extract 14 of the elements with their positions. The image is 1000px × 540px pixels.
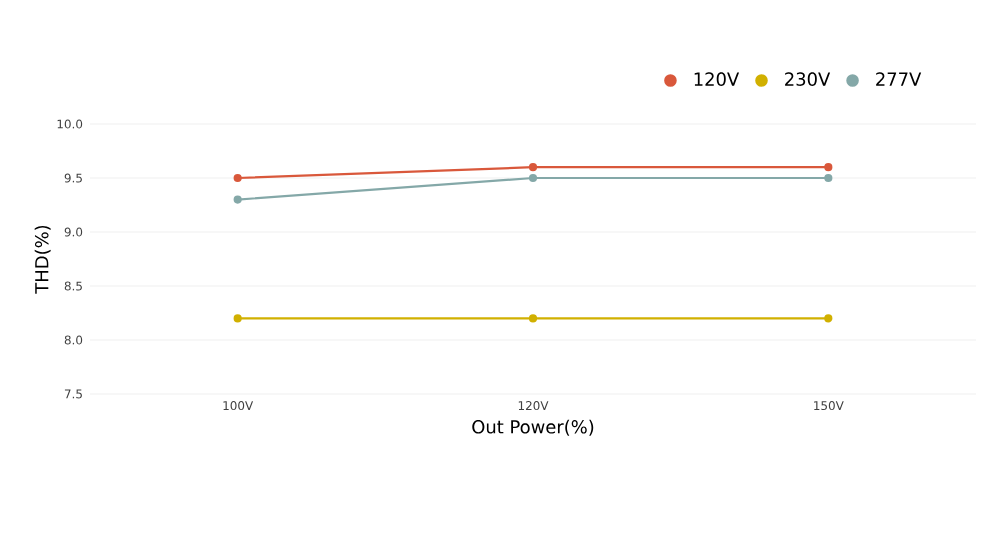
- point: [824, 163, 833, 172]
- point: [824, 173, 833, 183]
- point: [528, 314, 538, 323]
- point: [233, 314, 242, 323]
- point: [233, 195, 242, 204]
- legend-label: 277V: [876, 72, 922, 86]
- legend-label: 120V: [694, 72, 740, 86]
- x-axis-title: Out Power(%): [472, 419, 594, 436]
- legend-label: 230V: [785, 72, 831, 86]
- point: [824, 314, 833, 323]
- point: [233, 173, 242, 183]
- point: [528, 163, 538, 172]
- point: [528, 173, 538, 183]
- y-axis-title: THD(%): [34, 225, 51, 294]
